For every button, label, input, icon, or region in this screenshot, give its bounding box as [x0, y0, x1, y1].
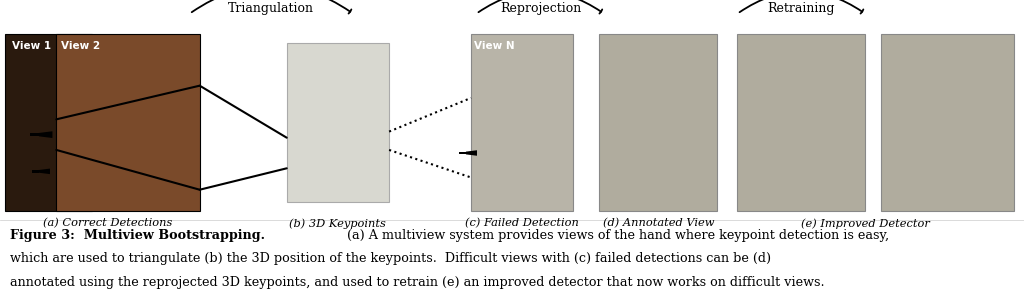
- Bar: [5, 34, 92, 211]
- Text: (b) 3D Keypoints: (b) 3D Keypoints: [290, 218, 386, 229]
- Text: which are used to triangulate (b) the 3D position of the keypoints.  Difficult v: which are used to triangulate (b) the 3D…: [10, 252, 771, 265]
- Text: Triangulation: Triangulation: [228, 2, 314, 14]
- Text: View 2: View 2: [61, 41, 100, 51]
- Polygon shape: [466, 150, 477, 156]
- Polygon shape: [39, 169, 50, 174]
- Text: (d) Annotated View: (d) Annotated View: [603, 218, 714, 229]
- Text: (a) A multiview system provides views of the hand where keypoint detection is ea: (a) A multiview system provides views of…: [339, 229, 890, 242]
- Text: (a) Correct Detections: (a) Correct Detections: [43, 218, 172, 229]
- Bar: [30, 133, 39, 136]
- Bar: [737, 34, 865, 211]
- Bar: [32, 170, 39, 173]
- Bar: [599, 34, 717, 211]
- Text: View 1: View 1: [12, 41, 51, 51]
- Text: Figure 3:  Multiview Bootstrapping.: Figure 3: Multiview Bootstrapping.: [10, 229, 265, 242]
- Bar: [881, 34, 1014, 211]
- Bar: [471, 34, 573, 211]
- Text: (c) Failed Detection: (c) Failed Detection: [465, 218, 580, 229]
- Bar: [56, 34, 200, 211]
- Text: Retraining: Retraining: [767, 2, 835, 14]
- Text: (e) Improved Detector: (e) Improved Detector: [801, 218, 930, 229]
- Bar: [459, 152, 466, 154]
- Text: Reprojection: Reprojection: [500, 2, 582, 14]
- Text: View N: View N: [474, 41, 515, 51]
- Bar: [287, 43, 389, 202]
- Polygon shape: [39, 131, 52, 138]
- Text: annotated using the reprojected 3D keypoints, and used to retrain (e) an improve: annotated using the reprojected 3D keypo…: [10, 276, 825, 289]
